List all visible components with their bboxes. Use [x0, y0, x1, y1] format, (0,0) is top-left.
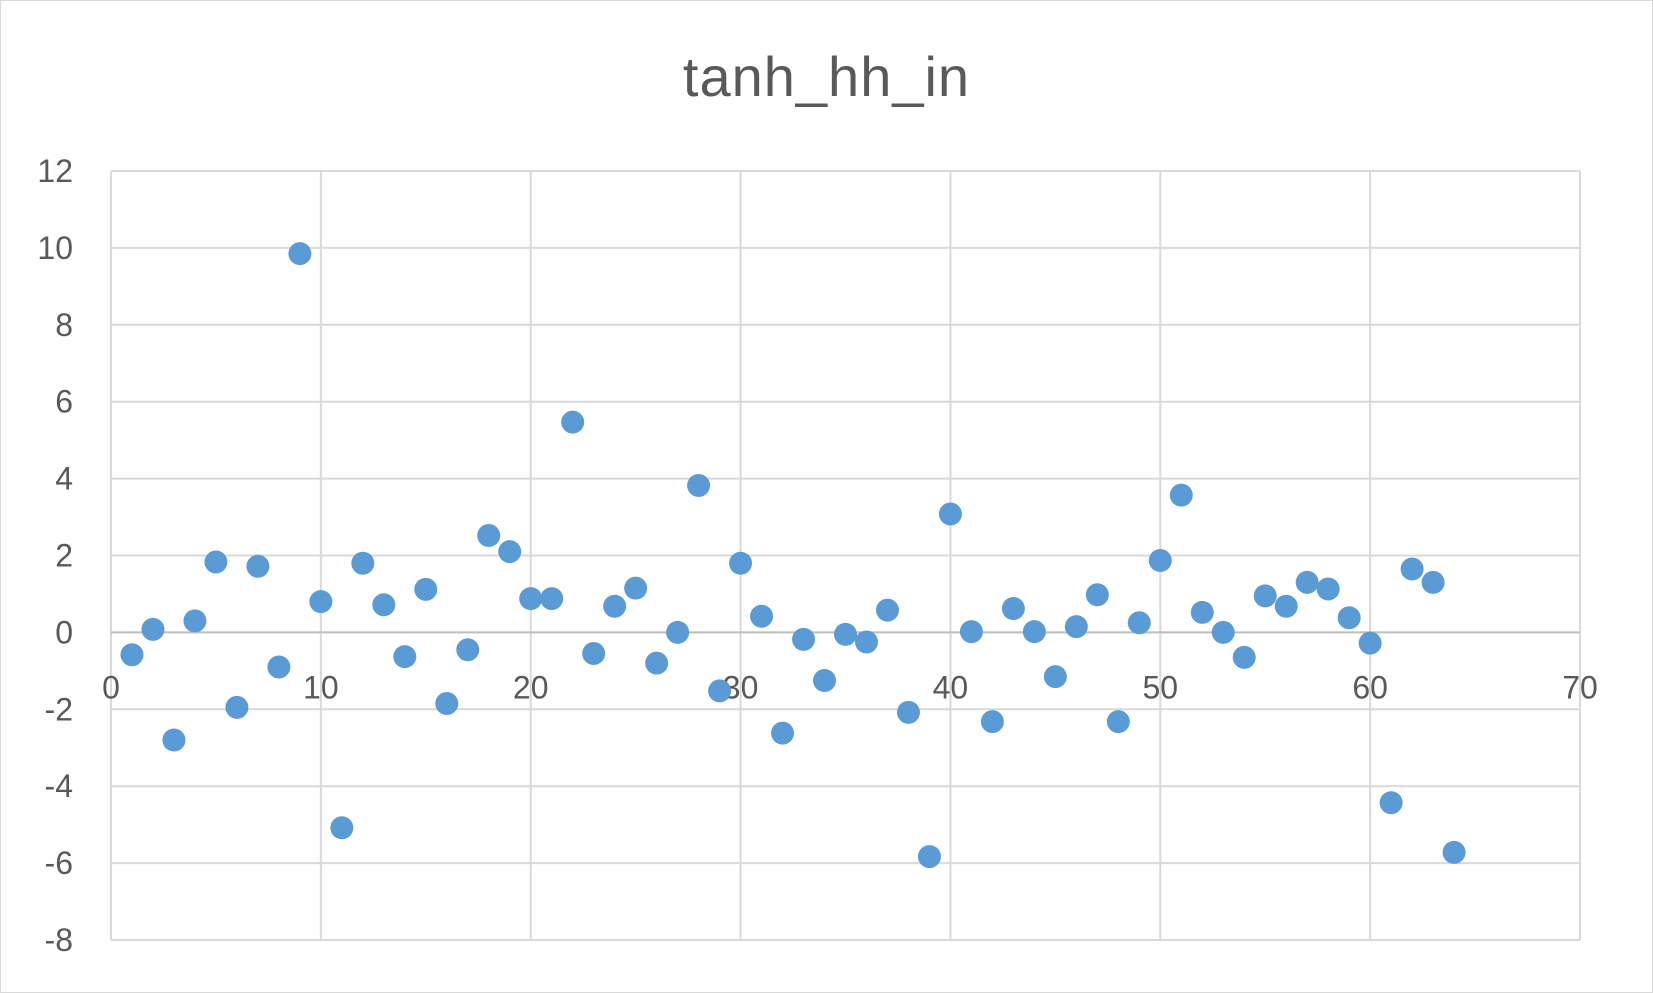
data-point: [1274, 594, 1298, 618]
data-point: [1253, 584, 1277, 608]
y-tick-label: 6: [55, 384, 73, 420]
data-point: [1232, 645, 1256, 669]
data-point: [917, 845, 941, 869]
data-point: [792, 627, 816, 651]
data-point: [582, 642, 606, 666]
data-point: [540, 587, 564, 611]
y-tick-label: 8: [55, 307, 73, 343]
data-point: [498, 540, 522, 564]
data-point: [141, 617, 165, 641]
data-point: [1085, 583, 1109, 607]
data-point: [1316, 577, 1340, 601]
data-point: [351, 551, 375, 575]
data-point: [834, 622, 857, 646]
data-point: [1337, 606, 1361, 630]
data-point: [183, 609, 207, 633]
data-point: [162, 728, 186, 752]
data-point: [959, 620, 983, 644]
data-point: [414, 577, 438, 601]
data-point: [1295, 570, 1319, 594]
data-point: [1148, 548, 1172, 572]
data-point: [456, 638, 480, 662]
y-tick-label: -6: [45, 845, 73, 881]
y-tick-label: 2: [55, 538, 73, 574]
data-point: [729, 551, 753, 575]
data-point: [1022, 620, 1046, 644]
data-point: [330, 816, 354, 840]
data-point: [645, 651, 669, 675]
data-point: [246, 554, 270, 578]
data-point: [666, 620, 690, 644]
y-tick-label: -2: [45, 691, 73, 727]
y-tick-label: 12: [37, 153, 73, 189]
data-point: [477, 524, 501, 548]
chart-title: tanh_hh_in: [682, 45, 971, 108]
data-point: [687, 474, 711, 498]
data-point: [372, 593, 396, 617]
data-point: [1064, 615, 1088, 639]
data-point: [708, 679, 732, 703]
data-point: [938, 502, 962, 526]
data-point: [1190, 600, 1214, 624]
data-point: [1379, 791, 1403, 815]
data-point: [875, 598, 899, 622]
data-point: [204, 550, 228, 574]
data-point: [854, 630, 878, 654]
data-point: [1127, 611, 1151, 635]
data-point: [1169, 483, 1193, 507]
x-tick-label: 40: [933, 669, 969, 705]
data-point: [1001, 597, 1025, 621]
data-point: [225, 695, 249, 719]
data-point: [624, 576, 648, 600]
data-point: [771, 721, 795, 745]
data-point: [393, 645, 417, 669]
data-point: [120, 643, 144, 667]
data-point: [750, 604, 774, 628]
data-point: [603, 594, 627, 618]
x-tick-label: 70: [1562, 669, 1598, 705]
data-point: [1211, 620, 1235, 644]
data-point: [309, 590, 333, 614]
y-tick-label: 4: [55, 461, 73, 497]
x-tick-label: 60: [1352, 669, 1388, 705]
data-point: [1043, 665, 1067, 689]
data-point: [288, 242, 312, 266]
data-point: [1421, 570, 1445, 594]
y-tick-label: 10: [37, 230, 73, 266]
data-point: [1358, 631, 1382, 655]
y-tick-label: 0: [55, 614, 73, 650]
x-tick-label: 50: [1142, 669, 1178, 705]
y-tick-label: -4: [45, 768, 73, 804]
data-point: [813, 668, 837, 692]
x-tick-label: 0: [102, 669, 120, 705]
data-point: [1442, 840, 1466, 864]
data-point: [435, 692, 459, 716]
x-tick-label: 10: [303, 669, 339, 705]
y-tick-label: -8: [45, 922, 73, 958]
data-point: [980, 710, 1004, 734]
data-point: [896, 700, 920, 724]
data-point: [1106, 710, 1130, 734]
data-point: [561, 410, 585, 434]
data-point: [1400, 557, 1424, 581]
data-point: [267, 655, 291, 679]
x-tick-label: 20: [513, 669, 549, 705]
data-point: [519, 587, 543, 611]
